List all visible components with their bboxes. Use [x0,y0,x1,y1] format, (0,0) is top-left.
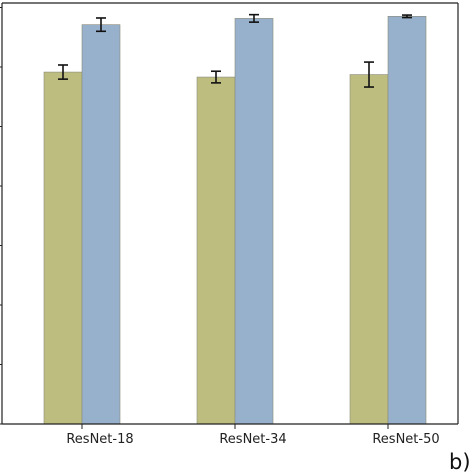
bar [349,74,389,425]
bar [234,18,274,425]
x-tick-label: ResNet-50 [372,432,439,447]
plot-area [43,13,427,425]
bar [387,16,427,425]
panel-label: b) [449,450,471,474]
bar [81,24,121,425]
bar [196,76,236,425]
x-tick-label: ResNet-34 [219,432,286,447]
x-tick-label: ResNet-18 [66,432,133,447]
bar [43,71,83,425]
axes: ResNet-18 ResNet-34 ResNet-50 [0,2,459,447]
